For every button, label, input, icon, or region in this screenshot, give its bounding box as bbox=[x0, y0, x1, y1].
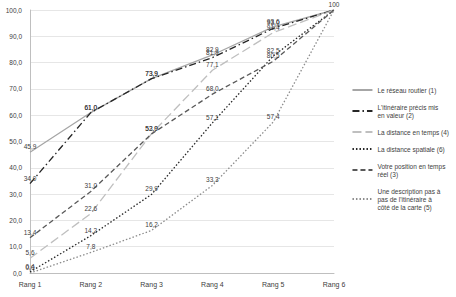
svg-text:14,2: 14,2 bbox=[84, 227, 97, 234]
svg-text:45,9: 45,9 bbox=[24, 143, 37, 150]
svg-text:La distance spatiale (6): La distance spatiale (6) bbox=[377, 146, 444, 154]
svg-text:77,1: 77,1 bbox=[206, 61, 219, 68]
svg-text:7,8: 7,8 bbox=[86, 243, 95, 250]
svg-text:Rang 2: Rang 2 bbox=[80, 281, 103, 289]
svg-text:100,0: 100,0 bbox=[6, 7, 23, 14]
svg-text:10,0: 10,0 bbox=[9, 243, 22, 250]
svg-text:100: 100 bbox=[329, 1, 340, 8]
svg-text:0,0: 0,0 bbox=[13, 270, 22, 277]
svg-text:40,0: 40,0 bbox=[9, 164, 22, 171]
svg-text:80,5: 80,5 bbox=[267, 52, 280, 59]
svg-text:Rang 5: Rang 5 bbox=[262, 281, 285, 289]
svg-text:pas de l'itinéraire à: pas de l'itinéraire à bbox=[377, 196, 432, 204]
svg-text:90,0: 90,0 bbox=[9, 33, 22, 40]
svg-text:80,0: 80,0 bbox=[9, 59, 22, 66]
svg-text:60,0: 60,0 bbox=[9, 112, 22, 119]
svg-text:côté de la carte (5): côté de la carte (5) bbox=[377, 204, 431, 212]
svg-text:20,0: 20,0 bbox=[9, 217, 22, 224]
svg-text:réel (3): réel (3) bbox=[377, 171, 398, 179]
svg-text:50,0: 50,0 bbox=[9, 138, 22, 145]
svg-text:61,0: 61,0 bbox=[84, 104, 97, 111]
svg-text:Une description pas à: Une description pas à bbox=[377, 188, 440, 196]
svg-text:31,0: 31,0 bbox=[84, 182, 97, 189]
svg-text:33,3: 33,3 bbox=[206, 176, 219, 183]
svg-text:0,0: 0,0 bbox=[25, 264, 34, 271]
svg-text:16,2: 16,2 bbox=[145, 221, 158, 228]
svg-text:30,0: 30,0 bbox=[9, 191, 22, 198]
svg-text:70,0: 70,0 bbox=[9, 85, 22, 92]
svg-text:5,6: 5,6 bbox=[25, 249, 34, 256]
svg-text:61,0: 61,0 bbox=[84, 104, 97, 111]
svg-text:91,4: 91,4 bbox=[267, 24, 280, 31]
svg-text:Rang 1: Rang 1 bbox=[19, 281, 42, 289]
svg-text:Le réseau routier (1): Le réseau routier (1) bbox=[377, 87, 436, 95]
svg-text:57,4: 57,4 bbox=[267, 113, 280, 120]
svg-text:81,9: 81,9 bbox=[206, 49, 219, 56]
svg-text:82,5: 82,5 bbox=[266, 47, 280, 54]
svg-text:Rang 6: Rang 6 bbox=[323, 281, 346, 289]
svg-text:Rang 3: Rang 3 bbox=[140, 281, 163, 289]
svg-text:73,9: 73,9 bbox=[145, 70, 158, 77]
svg-text:en valeur (2): en valeur (2) bbox=[377, 112, 414, 120]
svg-text:73,9: 73,9 bbox=[145, 70, 158, 77]
svg-text:29,9: 29,9 bbox=[145, 185, 158, 192]
svg-text:22,6: 22,6 bbox=[84, 205, 97, 212]
svg-text:57,1: 57,1 bbox=[206, 114, 219, 121]
svg-text:68,0: 68,0 bbox=[206, 85, 219, 92]
svg-text:13,4: 13,4 bbox=[24, 229, 37, 236]
svg-text:53,0: 53,0 bbox=[145, 125, 158, 132]
svg-text:Rang 4: Rang 4 bbox=[201, 281, 224, 289]
svg-text:L'itinéraire précis mis: L'itinéraire précis mis bbox=[377, 104, 439, 112]
svg-text:La distance en temps (4): La distance en temps (4) bbox=[377, 129, 449, 137]
svg-text:Votre position en temps: Votre position en temps bbox=[377, 163, 446, 171]
svg-text:52,9: 52,9 bbox=[145, 125, 158, 132]
svg-text:34,0: 34,0 bbox=[24, 175, 37, 182]
